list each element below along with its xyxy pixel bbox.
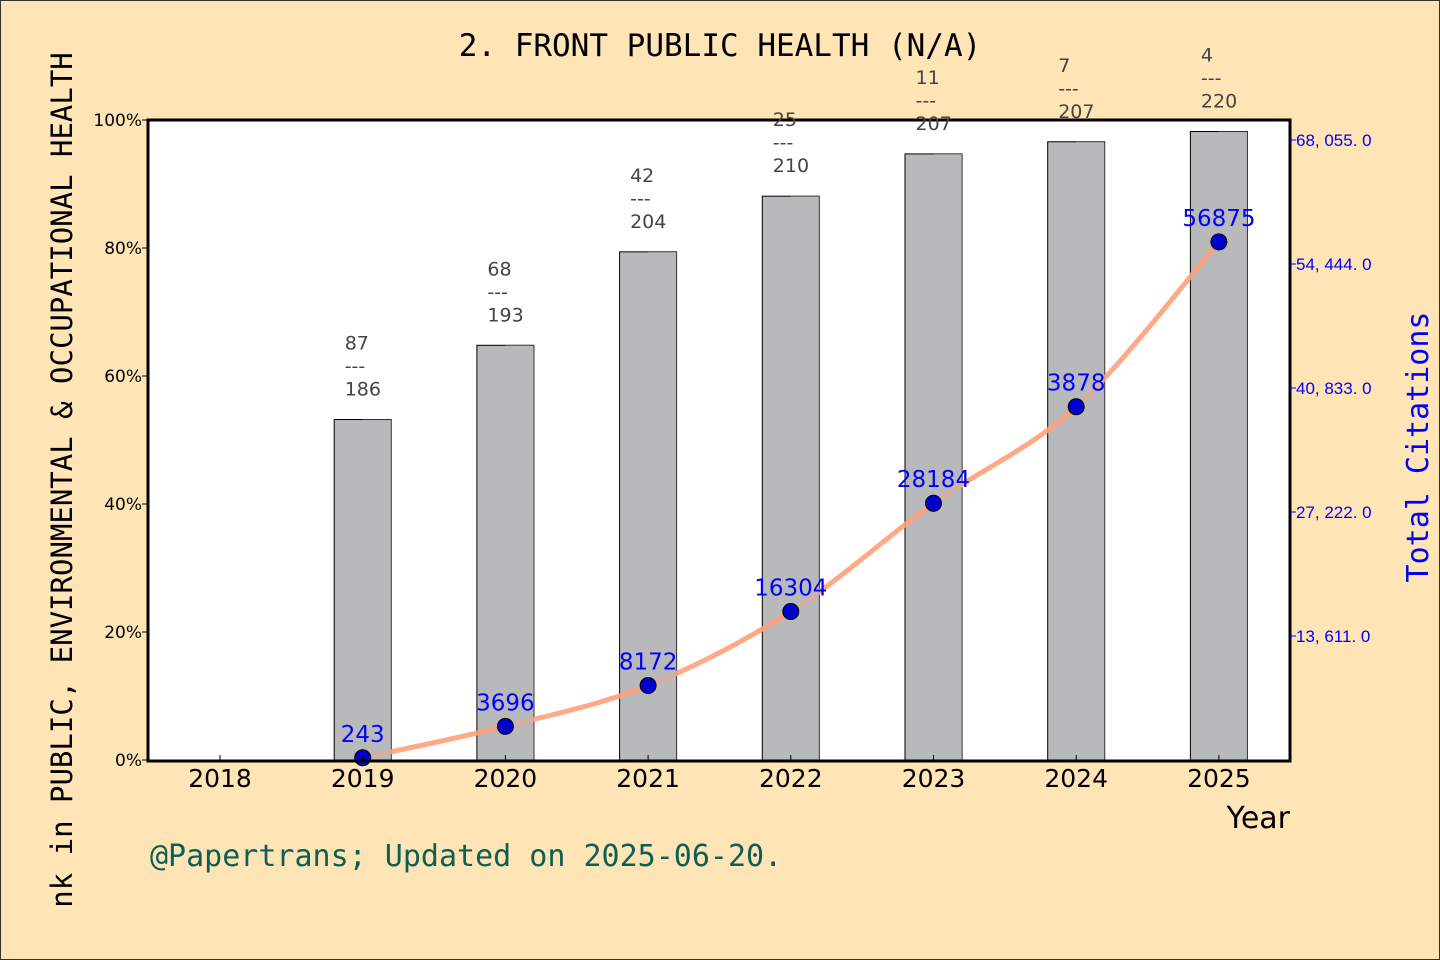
bar-rank-label: 87	[345, 333, 369, 355]
y-axis-right-label: Total Citations	[1401, 312, 1436, 583]
bar-total-label: 186	[345, 379, 381, 401]
bar-separator: ---	[916, 90, 937, 112]
x-tick-label: 2018	[188, 764, 252, 793]
bar-separator: ---	[345, 356, 366, 378]
bar-total-label: 207	[1058, 101, 1094, 123]
y-left-tick-label: 100%	[93, 111, 142, 131]
citation-label: 56875	[1182, 206, 1255, 232]
bar-total-label: 210	[773, 155, 809, 177]
y-axis-left-label: nk in PUBLIC, ENVIRONMENTAL & OCCUPATION…	[45, 52, 79, 908]
bar-separator: ---	[773, 132, 794, 154]
bar-rank-label: 68	[487, 258, 511, 280]
y-right-tick-label: 40, 833. 0	[1296, 379, 1372, 398]
bar-total-label: 193	[487, 304, 523, 326]
citation-point-2025	[1210, 233, 1228, 251]
bar-rank-label: 25	[773, 109, 797, 131]
citation-label: 16304	[754, 575, 827, 601]
bar-overlay	[362, 419, 392, 760]
bar-overlay	[648, 251, 677, 760]
x-tick-label: 2020	[474, 764, 538, 793]
bar-separator: ---	[1058, 78, 1079, 100]
x-tick-label: 2025	[1187, 764, 1251, 793]
citation-point-2020	[496, 717, 514, 735]
y-left-tick-label: 20%	[104, 623, 142, 643]
plot-border	[146, 118, 1292, 763]
bar-separator: ---	[630, 188, 651, 210]
y-left-tick-label: 80%	[104, 239, 142, 259]
x-tick-label: 2021	[616, 764, 680, 793]
citation-label: 3696	[476, 690, 535, 716]
y-left-tick-label: 60%	[104, 367, 142, 387]
y-left-tick-label: 40%	[104, 495, 142, 515]
chart-title: 2. FRONT PUBLIC HEALTH (N/A)	[459, 28, 982, 64]
bar-separator: ---	[487, 281, 508, 303]
citation-point-2023	[925, 494, 942, 512]
citation-label: 28184	[897, 467, 970, 493]
citation-point-2022	[782, 602, 800, 620]
x-axis-label: Year	[1225, 801, 1290, 836]
bar-rank-label: 7	[1058, 55, 1070, 77]
x-tick-label: 2024	[1044, 764, 1108, 793]
bar-rank-label: 42	[630, 165, 654, 187]
x-tick-label: 2022	[759, 764, 823, 793]
bar-overlay	[505, 345, 534, 760]
y-right-tick-label: 13, 611. 0	[1296, 627, 1370, 646]
citation-point-2021	[639, 677, 657, 695]
bar-rank-label: 11	[916, 67, 940, 89]
bar-overlay	[1076, 141, 1105, 760]
citation-label: 8172	[619, 650, 678, 676]
citation-point-2024	[1067, 398, 1085, 416]
bar-separator: ---	[1201, 68, 1222, 90]
y-right-tick-label: 27, 222. 0	[1296, 503, 1372, 522]
y-right-tick-label: 54, 444. 0	[1296, 255, 1372, 274]
y-left-tick-label: 0%	[115, 751, 142, 771]
bar-overlay	[790, 196, 820, 760]
bar-rank-label: 4	[1201, 45, 1213, 67]
bar-overlay	[933, 153, 962, 761]
footer-credit: @Papertrans; Updated on 2025-06-20.	[150, 839, 782, 874]
y-right-tick-label: 68, 055. 0	[1296, 131, 1372, 150]
citation-label: 243	[341, 722, 385, 748]
x-tick-label: 2019	[331, 764, 395, 793]
x-tick-label: 2023	[902, 764, 966, 793]
bar-total-label: 207	[916, 113, 952, 135]
citation-label: 3878	[1047, 371, 1106, 397]
plot-area	[148, 120, 1290, 761]
bar-total-label: 204	[630, 211, 666, 233]
bar-total-label: 220	[1201, 91, 1237, 113]
